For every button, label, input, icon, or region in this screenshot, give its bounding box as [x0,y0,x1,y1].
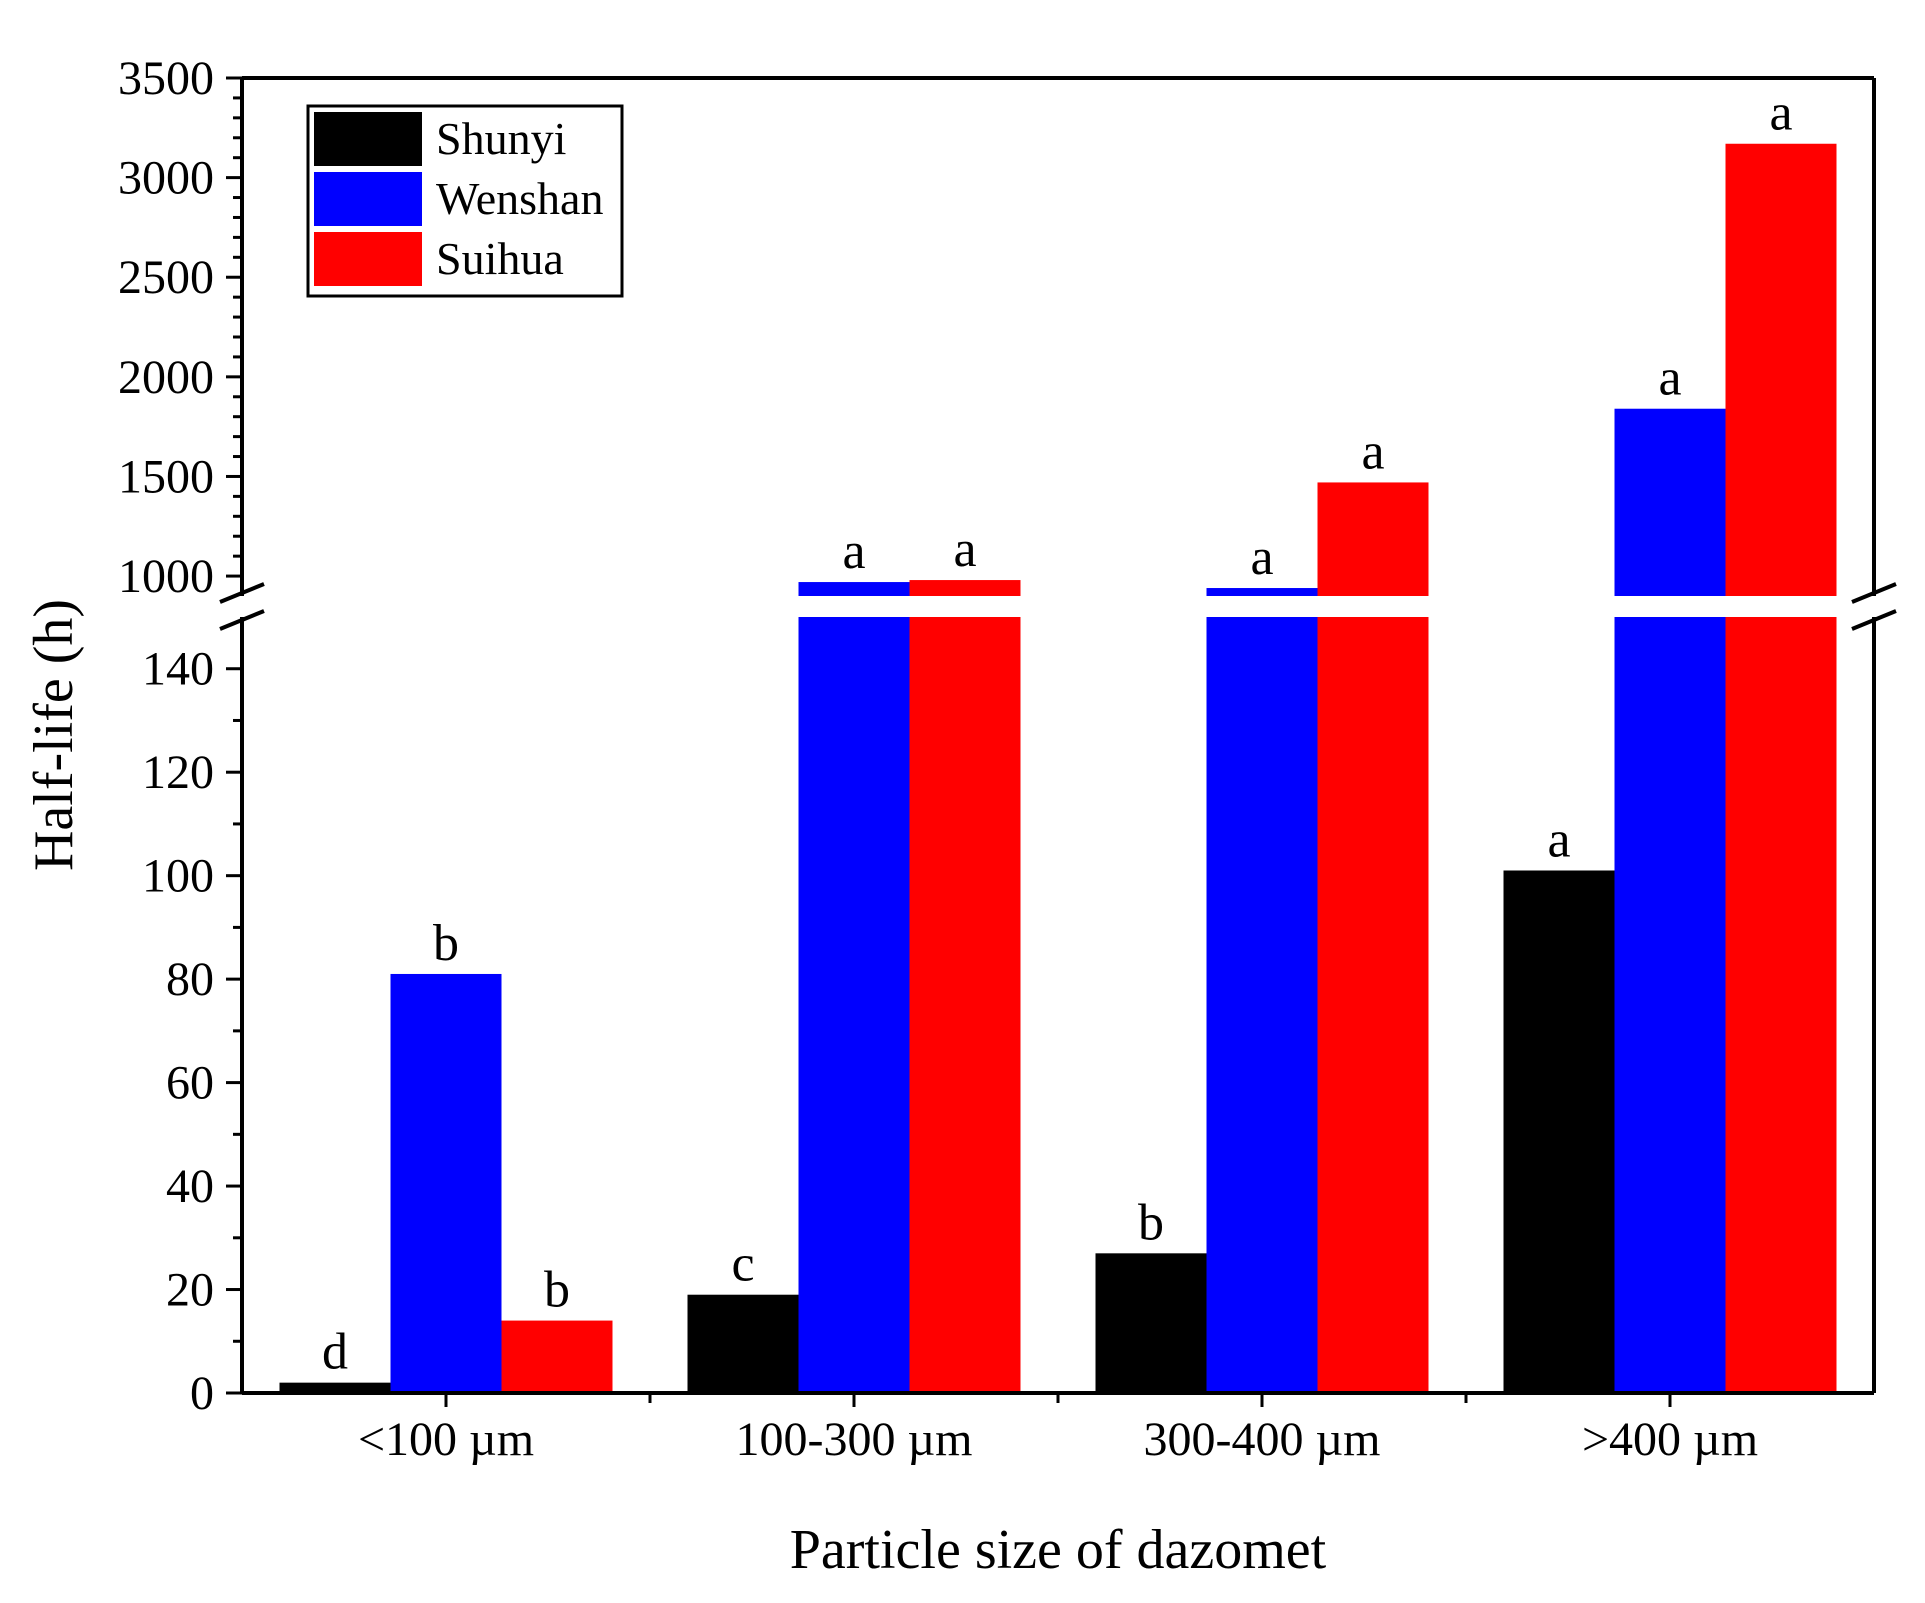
bars-group [279,143,1837,1394]
sig-label-wenshan-400-m: a [1658,350,1681,407]
sig-label-shunyi-100-m: d [322,1324,348,1381]
y-axis-title: Half-life (h) [23,599,85,871]
bar-suihua-400-m [1725,143,1837,1394]
bar-shunyi-300-400-m [1095,1253,1207,1393]
break-mark-right-1 [1851,582,1897,604]
x-tick-label-100-m: <100 µm [358,1413,534,1466]
y-tick-label-120: 120 [142,746,214,799]
y-tick-label-80: 80 [166,953,214,1006]
legend-label-wenshan: Wenshan [436,173,603,224]
bar-suihua-100-m [501,1320,613,1393]
break-mark-left-2 [219,609,265,631]
legend-label-suihua: Suihua [436,233,564,284]
sig-label-suihua-100-m: b [544,1262,570,1319]
x-tick-label-400-m: >400 µm [1582,1413,1758,1466]
bar-shunyi-100-m [279,1382,391,1393]
sig-label-shunyi-400-m: a [1547,811,1570,868]
sig-label-shunyi-300-400-m: b [1138,1194,1164,1251]
sig-label-suihua-100-300-m: a [953,521,976,578]
y-tick-label-40: 40 [166,1160,214,1213]
axis-break-gap [244,596,1872,617]
break-mark-left-1 [219,582,265,604]
y-tick-label-3500: 3500 [118,52,214,105]
sig-label-suihua-400-m: a [1769,85,1792,142]
y-tick-label-1000: 1000 [118,550,214,603]
legend: Shunyi Wenshan Suihua [306,104,624,298]
legend-swatch-shunyi [314,112,422,166]
y-tick-label-140: 140 [142,643,214,696]
bar-suihua-100-300-m [909,580,1021,1393]
x-tick-label-300-400-m: 300-400 µm [1144,1413,1381,1466]
sig-label-wenshan-100-m: b [433,915,459,972]
legend-label-shunyi: Shunyi [436,113,566,164]
sig-label-wenshan-100-300-m: a [842,523,865,580]
y-tick-label-60: 60 [166,1057,214,1110]
sig-label-shunyi-100-300-m: c [731,1236,754,1293]
y-tick-label-1500: 1500 [118,450,214,503]
bar-wenshan-400-m [1614,408,1726,1393]
y-tick-label-2500: 2500 [118,251,214,304]
bar-wenshan-300-400-m [1206,588,1318,1393]
x-tick-label-100-300-m: 100-300 µm [736,1413,973,1466]
sig-label-wenshan-300-400-m: a [1250,529,1273,586]
y-tick-label-20: 20 [166,1264,214,1317]
y-tick-label-100: 100 [142,850,214,903]
legend-swatch-suihua [314,232,422,286]
y-tick-label-0: 0 [190,1367,214,1420]
y-tick-label-2000: 2000 [118,351,214,404]
bar-wenshan-100-m [390,973,502,1393]
x-axis-title: Particle size of dazomet [790,1519,1327,1581]
labels-group: d c b a b a a a b a a a 0 20 40 60 80 100 120 140 1000 1500 20… [118,52,1793,1466]
bar-suihua-300-400-m [1317,482,1429,1393]
sig-label-suihua-300-400-m: a [1361,423,1384,480]
axes-group [219,76,1897,1407]
bar-shunyi-100-300-m [687,1294,799,1393]
break-mark-right-2 [1851,609,1897,631]
bar-shunyi-400-m [1503,870,1615,1393]
legend-swatch-wenshan [314,172,422,226]
y-tick-label-3000: 3000 [118,152,214,205]
bar-wenshan-100-300-m [798,582,910,1393]
